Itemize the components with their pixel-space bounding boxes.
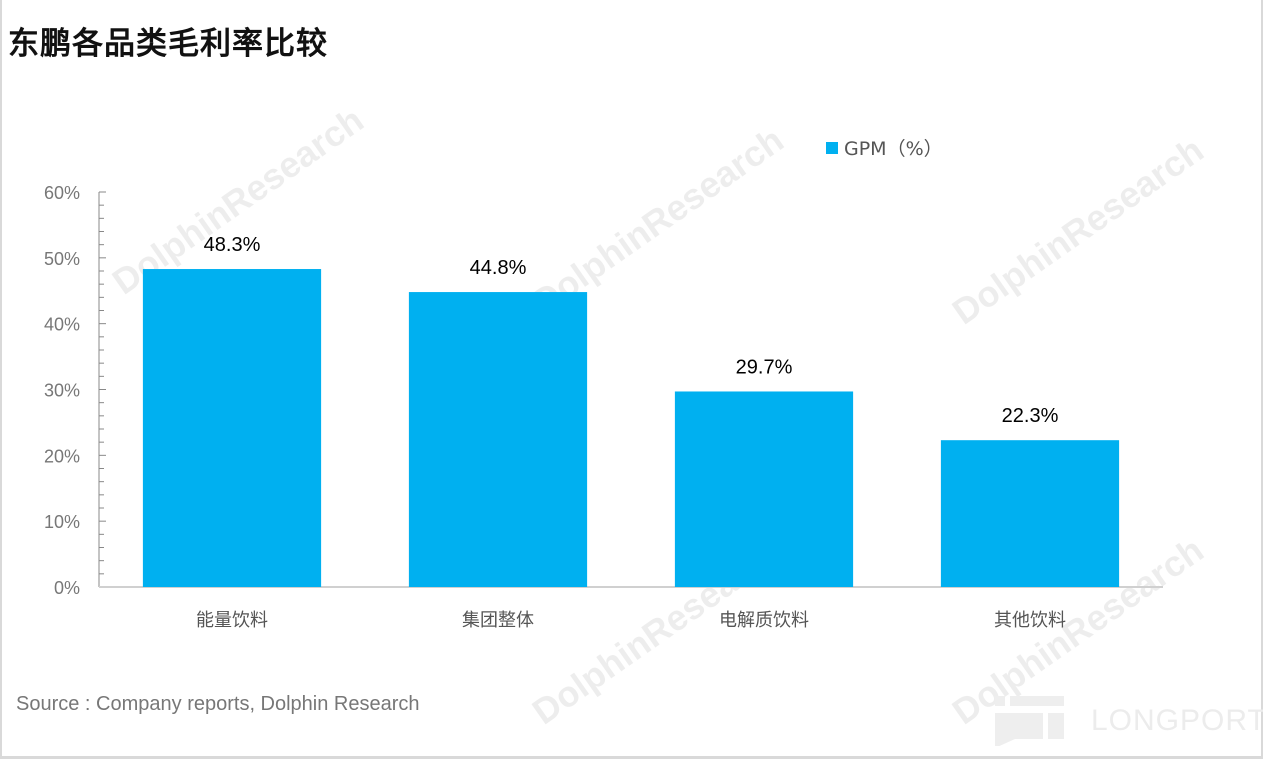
y-tick-label: 60% [44,183,80,203]
legend: GPM（%） [826,134,943,161]
y-tick-label: 30% [44,381,80,401]
y-tick-label: 40% [44,315,80,335]
legend-label: GPM（%） [844,138,943,160]
y-tick-label: 20% [44,446,80,466]
data-label: 22.3% [1002,405,1059,427]
bar [142,269,322,587]
logo-mark-icon [995,696,1064,746]
bar [674,391,854,587]
data-label: 44.8% [470,257,527,279]
x-tick-label: 能量饮料 [196,610,268,630]
legend-swatch [826,141,838,154]
bar [940,440,1120,587]
y-tick-label: 0% [54,578,80,598]
data-label: 29.7% [736,356,793,378]
chart-title: 东鹏各品类毛利率比较 [8,26,328,62]
source-note: Source : Company reports, Dolphin Resear… [16,693,420,715]
y-tick-label: 50% [44,249,80,269]
bar [408,292,588,587]
x-tick-label: 其他饮料 [994,610,1066,630]
data-label: 48.3% [204,234,261,256]
x-tick-label: 集团整体 [462,610,534,630]
x-tick-label: 电解质饮料 [719,610,809,630]
y-tick-label: 10% [44,512,80,532]
longport-logo: LONGPORT [995,696,1263,746]
